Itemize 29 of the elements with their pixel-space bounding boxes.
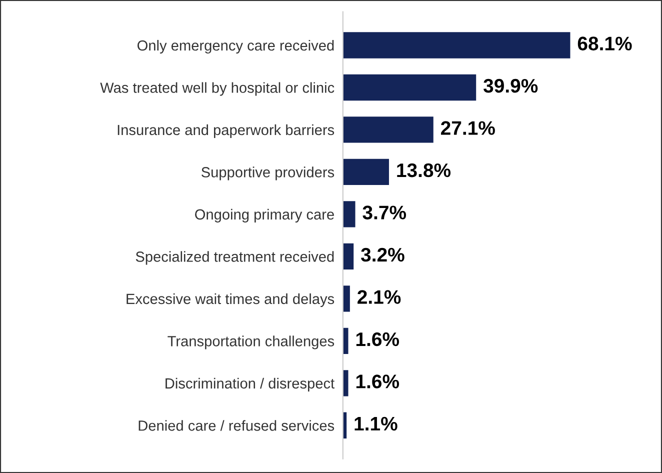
data-label: 68.1% bbox=[578, 36, 632, 50]
bar bbox=[342, 116, 434, 143]
y-tick-label: Only emergency care received bbox=[138, 40, 334, 54]
bar bbox=[342, 328, 348, 354]
bar bbox=[342, 74, 476, 101]
y-tick-label: Was treated well by hospital or clinic bbox=[100, 82, 334, 96]
bar bbox=[342, 286, 350, 312]
data-label: 1.6% bbox=[356, 374, 400, 388]
data-label: 2.1% bbox=[358, 290, 401, 304]
y-tick-label: Insurance and paperwork barriers bbox=[118, 124, 334, 138]
y-tick-label: Denied care / refused services bbox=[138, 420, 334, 431]
bar bbox=[342, 243, 354, 270]
y-tick-label: Excessive wait times and delays bbox=[126, 293, 334, 307]
bar bbox=[342, 158, 389, 186]
data-label: 3.2% bbox=[360, 248, 404, 262]
data-label: 3.7% bbox=[362, 206, 406, 220]
data-label: 1.1% bbox=[354, 416, 398, 431]
data-label: 13.8% bbox=[397, 163, 451, 178]
y-tick-label: Discrimination / disrespect bbox=[166, 378, 334, 392]
bar bbox=[342, 370, 348, 396]
y-tick-label: Specialized treatment received bbox=[136, 251, 334, 265]
bar bbox=[342, 32, 570, 58]
y-tick-label: Ongoing primary care bbox=[195, 208, 334, 223]
data-label: 1.6% bbox=[356, 332, 400, 346]
bar bbox=[342, 201, 356, 228]
data-label: 27.1% bbox=[440, 121, 495, 135]
y-tick-label: Transportation challenges bbox=[168, 336, 334, 350]
y-tick-label: Supportive providers bbox=[202, 166, 334, 180]
data-label: 39.9% bbox=[483, 78, 538, 93]
